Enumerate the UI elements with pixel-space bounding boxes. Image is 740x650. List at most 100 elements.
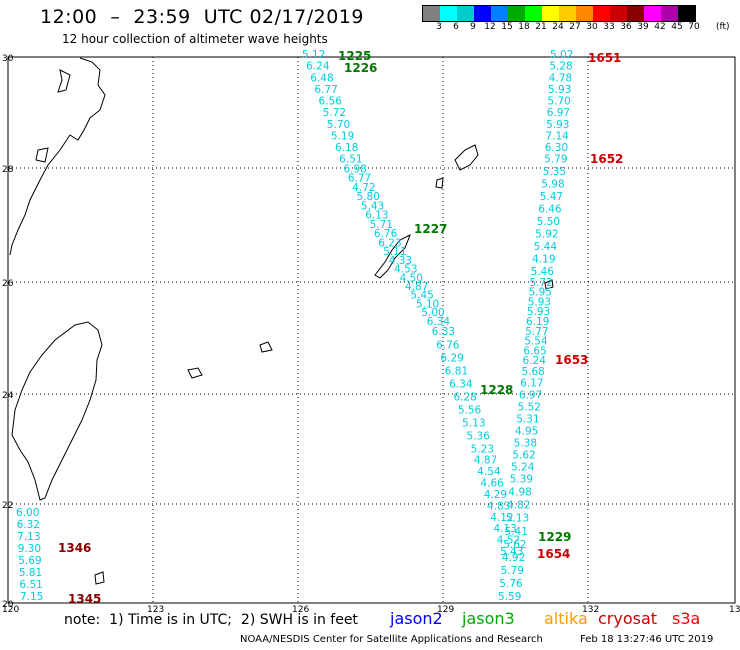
wave-height-value: 4.66 [480,478,504,490]
color-bar-unit: (ft) [716,22,730,32]
time-label: 1652 [590,152,623,166]
footer-credit: NOAA/NESDIS Center for Satellite Applica… [240,634,543,645]
wave-height-value: 5.10 [416,298,439,310]
wave-height-value: 6.28 [453,391,476,403]
wave-height-value: 6.76 [374,228,398,240]
time-label: 1346 [58,541,91,555]
wave-height-value: 5.39 [510,474,533,486]
wave-height-value: 7.13 [17,531,40,543]
wave-height-value: 5.47 [540,191,563,203]
wave-height-value: 5.12 [302,49,325,61]
wave-height-value: 4.13 [493,523,516,535]
wave-height-value: 6.24 [306,61,330,73]
lon-tick-label: 135 [729,605,740,615]
wave-height-value: 6.24 [523,355,547,367]
lon-tick-label: 132 [582,605,599,615]
wave-height-value: 6.51 [19,579,42,591]
color-label: 70 [688,22,700,32]
wave-height-value: 5.69 [18,555,41,567]
wave-height-value: 6.29 [440,352,463,364]
wave-height-value: 5.46 [531,266,555,278]
wave-height-value: 5.13 [462,418,485,430]
wave-height-value: 7.15 [20,591,43,603]
wave-height-value: 4.87 [474,455,497,467]
color-label: 18 [518,22,530,32]
wave-height-value: 5.54 [524,336,548,348]
wave-height-value: 5.11 [383,246,406,258]
wave-height-value: 4.50 [400,272,423,284]
wave-height-value: 4.82 [507,500,530,512]
wave-height-value: 5.00 [421,307,444,319]
color-swatch [661,6,678,21]
lon-tick-label: 129 [437,605,454,615]
wave-height-value: 4.87 [405,281,428,293]
wave-height-value: 6.34 [449,378,473,390]
wave-height-value: 5.79 [544,154,567,166]
axis-ticks: 120 123 126 129 132 135 30 28 26 24 22 20 [2,54,740,615]
time-label: 1345 [68,592,101,606]
wave-height-value: 6.00 [16,507,39,519]
wave-height-value: 5.50 [537,216,560,228]
color-label: 21 [535,22,547,32]
color-swatch [508,6,525,21]
map-subtitle: 12 hour collection of altimeter wave hei… [62,32,328,46]
lat-tick-label: 22 [2,501,13,511]
wave-height-value: 4.53 [394,264,417,276]
color-label: 3 [436,22,442,32]
color-label: 15 [501,22,513,32]
color-swatch [576,6,593,21]
wave-height-value: 5.23 [471,443,494,455]
wave-height-value: 6.81 [445,365,468,377]
wave-height-value: 5.70 [327,119,350,131]
lat-tick-label: 20 [2,600,14,610]
okinawa-island [374,233,411,279]
wave-height-value: 5.93 [548,84,571,96]
wave-height-value: 5.52 [518,402,541,414]
taiwan-island [11,321,103,501]
lat-tick-label: 24 [2,391,14,401]
wave-height-value: 5.77 [525,326,548,338]
wave-height-value: 6.77 [314,84,337,96]
color-swatch [678,6,695,21]
wave-height-value: 6.13 [365,210,388,222]
color-swatch [457,6,474,21]
wave-height-value: 5.38 [514,438,537,450]
wave-height-value: 6.48 [310,72,333,84]
wave-height-value: 6.46 [538,204,562,216]
time-label: 1227 [414,222,447,236]
color-label: 6 [453,22,459,32]
wave-height-value: 5.43 [500,546,523,558]
wave-height-value: 4.83 [487,500,510,512]
wave-height-value: 5.31 [516,414,539,426]
time-label: 1229 [538,530,571,544]
wave-height-value: 5.59 [498,591,521,603]
wave-height-value: 4.52 [497,535,520,547]
wave-height-value: 5.79 [501,565,524,577]
grid-lines [8,57,735,603]
wave-height-value: 6.77 [348,173,371,185]
time-label: 1654 [537,547,570,561]
color-label: 45 [671,22,683,32]
color-bar-labels: 3 6 9 12 15 18 21 24 27 30 33 36 39 42 45 70 [422,22,740,34]
wave-height-value: 5.36 [467,431,491,443]
wave-height-value: 5.72 [529,277,552,289]
color-label: 39 [637,22,649,32]
wave-height-value: 5.24 [511,461,535,473]
wave-height-value: 4.54 [477,466,501,478]
wave-height-value: 6.97 [547,107,570,119]
wave-tracks: 5.126.246.486.776.565.725.705.196.186.51… [16,49,623,606]
wave-height-value: 6.65 [523,345,546,357]
color-label: 27 [569,22,581,32]
map-title: 12:00 – 23:59 UTC 02/17/2019 [40,6,364,28]
wave-height-value: 5.56 [458,404,482,416]
time-label: 1653 [555,353,588,367]
color-swatch [491,6,508,21]
color-label: 33 [603,22,615,32]
wave-height-value: 6.98 [343,163,366,175]
wave-height-value: 5.44 [534,241,558,253]
wave-height-value: 4.29 [484,489,507,501]
note-text: note: 1) Time is in UTC; 2) SWH is in fe… [64,612,358,628]
wave-height-value: 5.93 [546,119,569,131]
wave-height-value: 6.33 [432,326,455,338]
